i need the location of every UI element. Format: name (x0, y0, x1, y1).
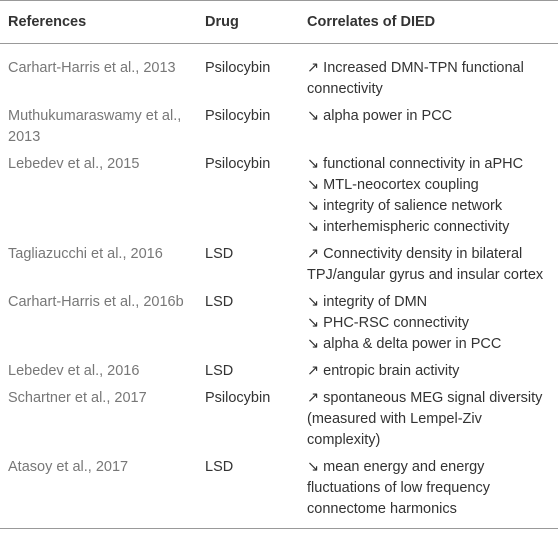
correlate-item: ↗ entropic brain activity (307, 363, 460, 379)
correlates-cell: ↗ entropic brain activity (299, 358, 558, 385)
correlate-item: ↘ integrity of DMN (307, 294, 428, 310)
correlates-cell: ↗ spontaneous MEG signal diversity (meas… (299, 385, 558, 454)
column-header: Correlates of DIED (299, 0, 558, 44)
drug-cell: LSD (205, 363, 234, 379)
reference-cell: Schartner et al., 2017 (8, 390, 147, 406)
correlate-item: ↘ PHC-RSC connectivity (307, 315, 470, 331)
column-header: References (0, 0, 197, 44)
header-row: References Drug Correlates of DIED (0, 0, 558, 44)
table-row: Muthukumaraswamy et al., 2013 Psilocybin ↘… (0, 103, 558, 151)
correlate-item: ↗ Increased DMN-TPN functional connectiv… (307, 60, 524, 97)
correlate-item: ↘ interhemispheric connectivity (307, 219, 510, 235)
drug-cell: LSD (205, 246, 234, 262)
drug-cell: Psilocybin (205, 156, 271, 172)
drug-cell: Psilocybin (205, 60, 271, 76)
correlates-cell: ↗ Connectivity density in bilateral TPJ/… (299, 241, 558, 289)
reference-cell: Atasoy et al., 2017 (0, 454, 197, 529)
correlates-cell: ↗ Increased DMN-TPN functional connectiv… (299, 44, 558, 104)
table-row: Atasoy et al., 2017 LSD ↘ mean energy and … (0, 454, 558, 529)
reference-cell: Carhart-Harris et al., 2016b (8, 294, 184, 310)
table-row: Tagliazucchi et al., 2016 LSD ↗ Connectivi… (0, 241, 558, 289)
table-row: Lebedev et al., 2016 LSD ↗ entropic brain … (0, 358, 558, 385)
correlate-item: ↘ alpha & delta power in PCC (307, 336, 502, 352)
correlates-cell: ↘ functional connectivity in aPHC ↘ MTL-n… (299, 151, 558, 241)
correlates-cell: ↘ alpha power in PCC (299, 103, 558, 151)
reference-cell: Lebedev et al., 2015 (8, 156, 140, 172)
reference-cell: Tagliazucchi et al., 2016 (8, 246, 163, 262)
correlate-item: ↗ Connectivity density in bilateral TPJ/… (307, 246, 544, 283)
correlate-item: ↘ functional connectivity in aPHC (307, 156, 524, 172)
drug-cell: LSD (205, 294, 234, 310)
correlate-item: ↘ MTL-neocortex coupling (307, 177, 479, 193)
reference-cell: Carhart-Harris et al., 2013 (8, 60, 176, 76)
correlate-item: ↘ mean energy and energy fluctuations of… (307, 459, 490, 517)
table-row: Carhart-Harris et al., 2013 Psilocybin ↗ I… (0, 44, 558, 104)
drug-cell: LSD (197, 454, 299, 529)
correlate-item: ↘ alpha power in PCC (307, 108, 453, 124)
table-header: References Drug Correlates of DIED (0, 0, 558, 44)
correlates-cell: ↘ mean energy and energy fluctuations of… (299, 454, 558, 529)
correlate-item: ↗ spontaneous MEG signal diversity (meas… (307, 390, 543, 448)
drug-cell: Psilocybin (205, 390, 271, 406)
correlate-item: ↘ integrity of salience network (307, 198, 503, 214)
column-header: Drug (197, 0, 299, 44)
reference-cell: Muthukumaraswamy et al., 2013 (8, 108, 182, 145)
table-row: Lebedev et al., 2015 Psilocybin ↘ function… (0, 151, 558, 241)
correlates-cell: ↘ integrity of DMN ↘ PHC-RSC connectivity… (299, 289, 558, 358)
reference-cell: Lebedev et al., 2016 (8, 363, 140, 379)
table-row: Schartner et al., 2017 Psilocybin ↗ sponta… (0, 385, 558, 454)
table-row: Carhart-Harris et al., 2016b LSD ↘ integri… (0, 289, 558, 358)
drug-cell: Psilocybin (205, 108, 271, 124)
table-body: Carhart-Harris et al., 2013 Psilocybin ↗ I… (0, 44, 558, 529)
